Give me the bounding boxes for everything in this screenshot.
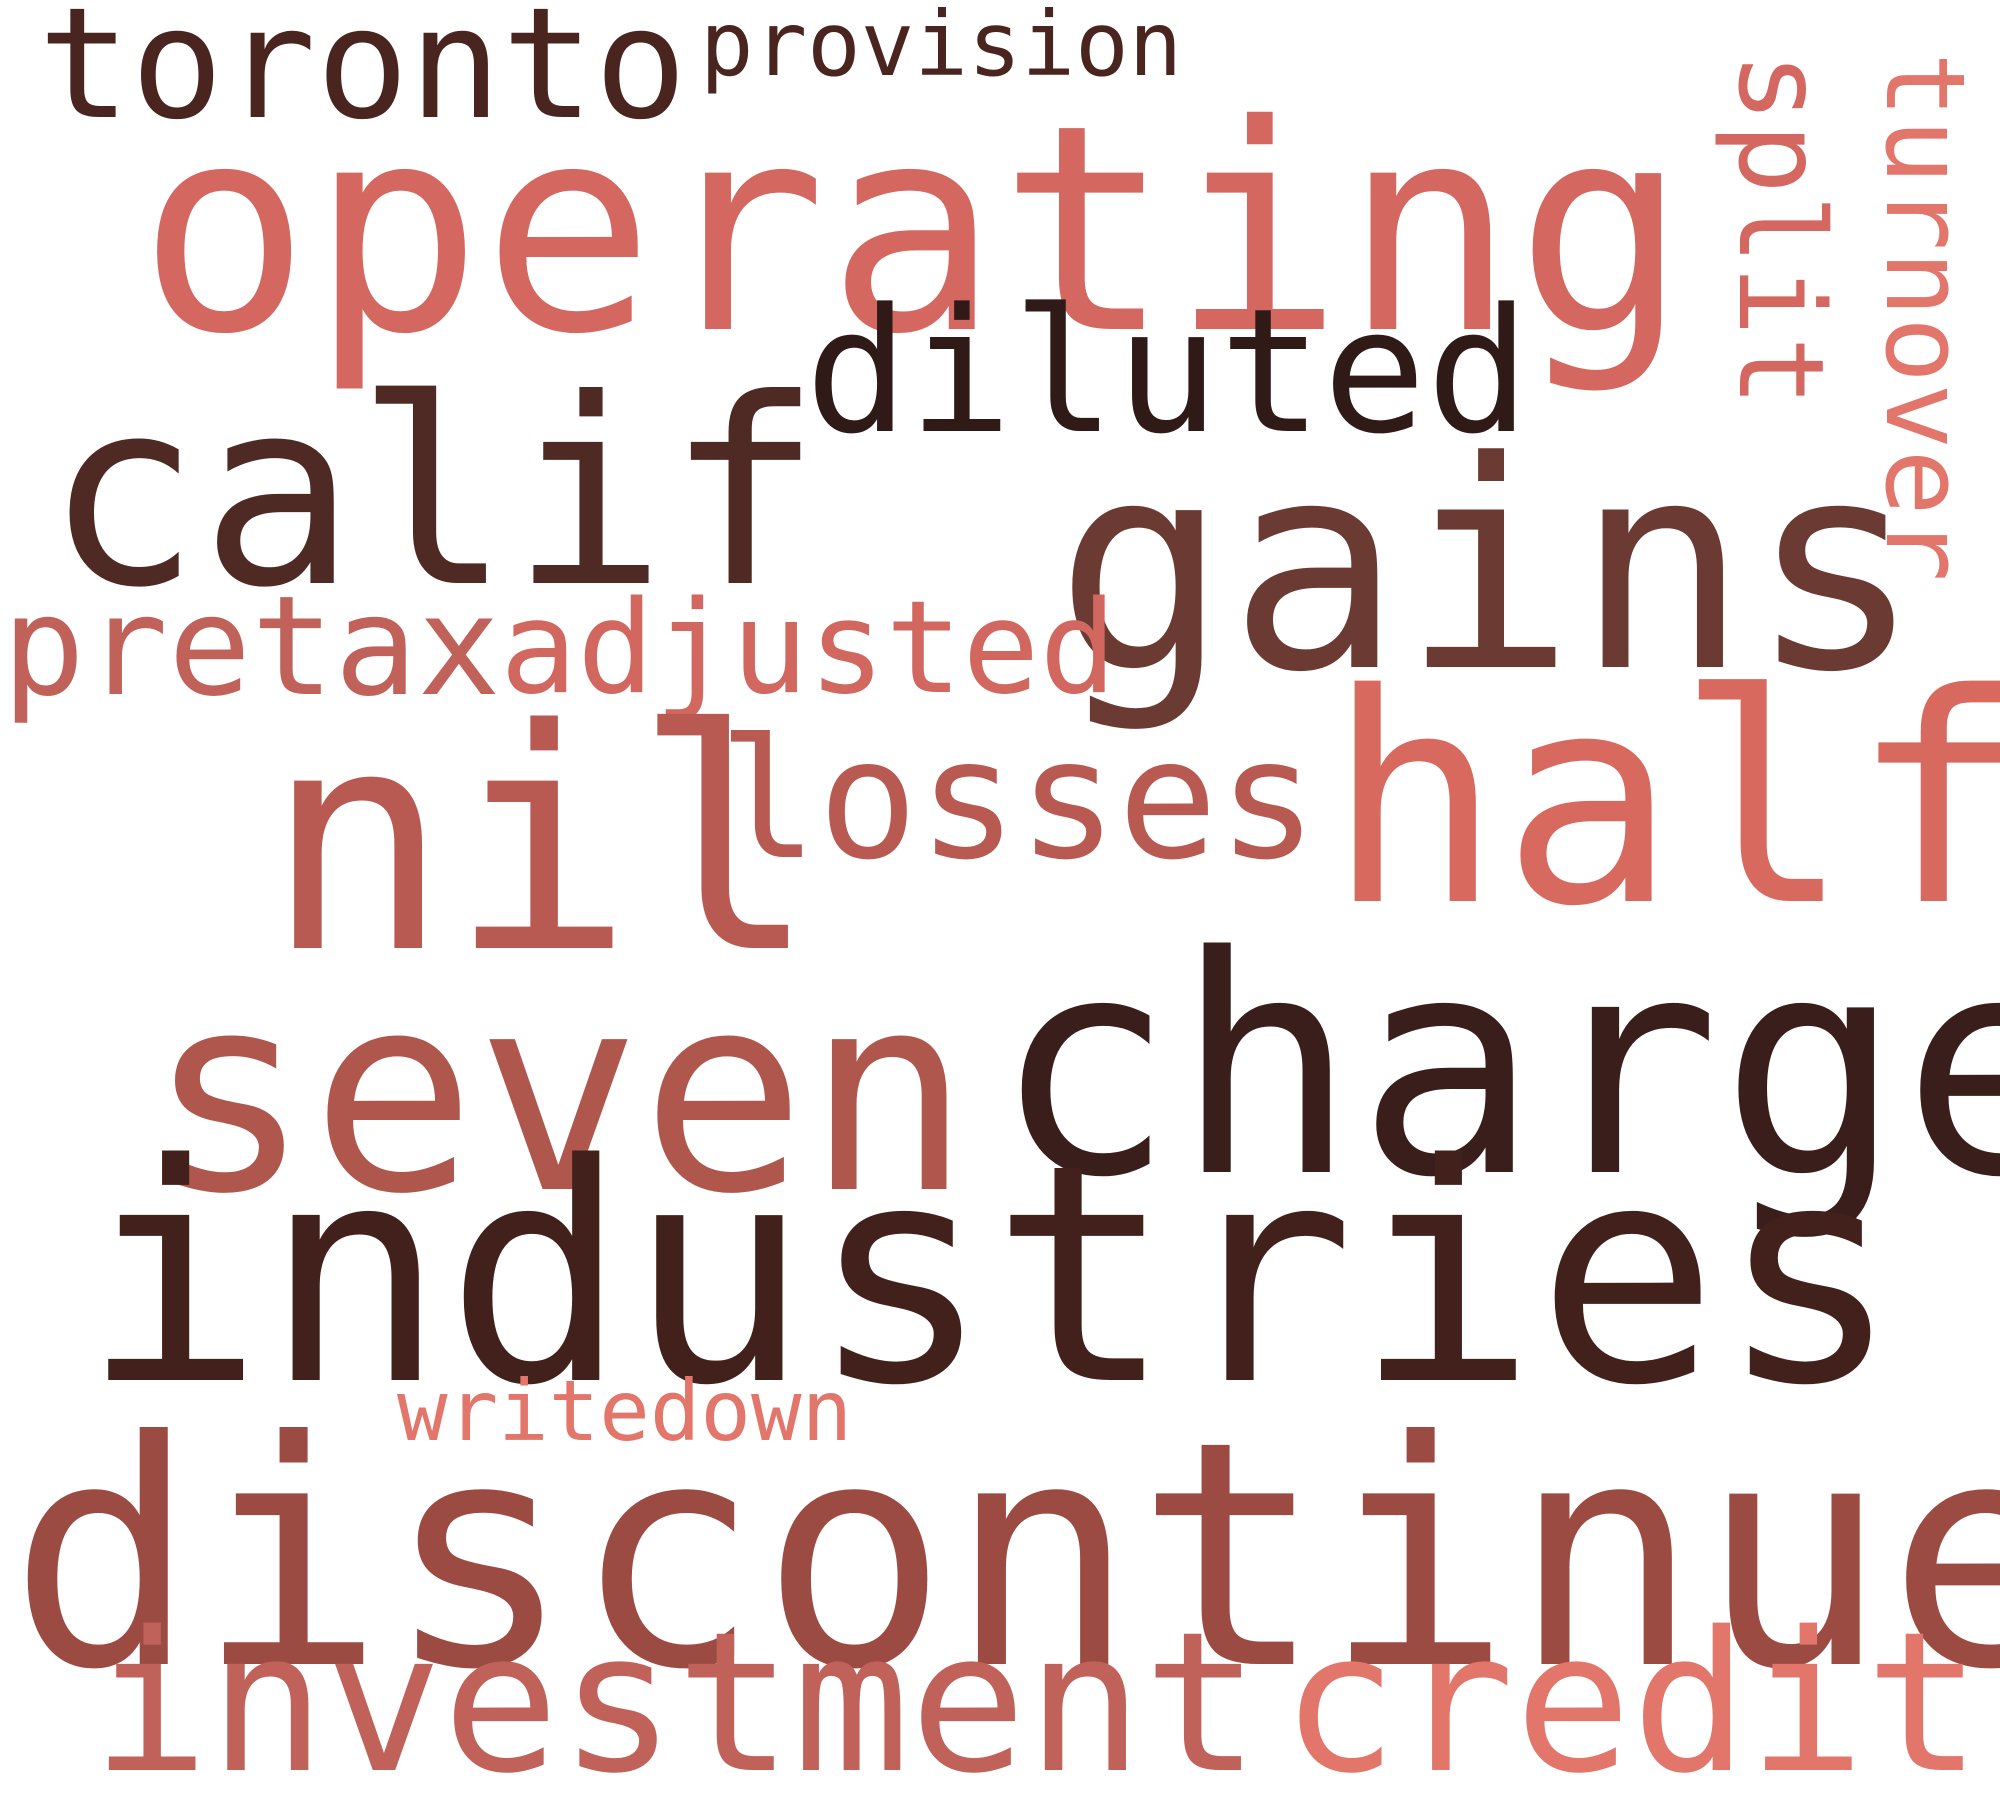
word-credits: credits xyxy=(1281,1590,2000,1800)
word-provision: provision xyxy=(700,0,1183,96)
word-nil: nil xyxy=(265,665,818,1021)
word-toronto: toronto xyxy=(38,0,688,154)
word-calif: calif xyxy=(45,344,822,644)
word-gains: gains xyxy=(1055,400,1922,735)
word-discontinued: discontinued xyxy=(9,1374,2000,1738)
word-investment: investment xyxy=(92,1590,1260,1800)
word-operating: operating xyxy=(138,65,1688,397)
word-seven: seven xyxy=(146,935,971,1254)
word-writedown: writedown xyxy=(397,1362,853,1460)
word-industries: industries xyxy=(82,1101,1901,1452)
word-half: half xyxy=(1327,633,2000,970)
word-turnover: turnover xyxy=(1861,52,1989,582)
word-losses: losses xyxy=(718,704,1318,897)
word-split: split xyxy=(1712,52,1850,408)
word-charge: charge xyxy=(993,893,2000,1244)
word-pretax: pretax xyxy=(2,566,501,727)
word-adjusted: adjusted xyxy=(500,574,1117,723)
word-diluted: diluted xyxy=(805,271,1530,472)
